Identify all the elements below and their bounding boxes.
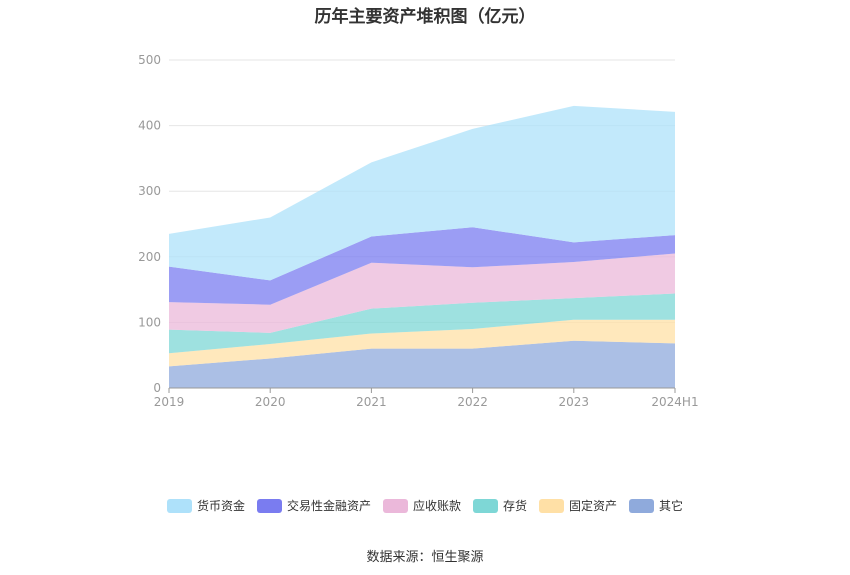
legend-item-5[interactable]: 其它 <box>629 497 683 514</box>
legend-label: 存货 <box>503 499 528 513</box>
legend-swatch <box>166 498 192 513</box>
y-tick-label-0: 0 <box>153 381 161 395</box>
legend-label: 交易性金融资产 <box>286 499 371 513</box>
y-tick-label-400: 400 <box>138 119 161 133</box>
legend-label: 其它 <box>659 499 684 513</box>
x-tick-label-2023: 2023 <box>559 395 590 409</box>
area-layer <box>169 105 675 388</box>
x-tick-label-2019: 2019 <box>154 395 185 409</box>
x-tick-label-2021: 2021 <box>356 395 387 409</box>
area-series-0 <box>169 340 675 388</box>
legend-swatch <box>473 498 498 513</box>
legend-item-0[interactable]: 货币资金 <box>166 497 245 514</box>
legend-swatch <box>539 498 565 513</box>
legend-swatch <box>382 498 408 513</box>
legend-label: 应收账款 <box>412 499 461 513</box>
legend-item-4[interactable]: 固定资产 <box>539 497 617 514</box>
chart-title: 历年主要资产堆积图（亿元） <box>314 7 536 27</box>
x-tick-label-2022: 2022 <box>457 395 488 409</box>
legend-item-1[interactable]: 交易性金融资产 <box>256 497 371 514</box>
x-tick-label-2024H1: 2024H1 <box>651 395 698 409</box>
y-tick-label-200: 200 <box>138 250 161 264</box>
chart-legend: 货币资金 交易性金融资产 应收账款 存货 固定资产 其它 <box>0 497 850 514</box>
data-source: 数据来源：恒生聚源 <box>366 550 484 565</box>
area-series-2 <box>169 293 675 354</box>
y-tick-label-100: 100 <box>138 315 161 329</box>
y-tick-label-500: 500 <box>138 53 161 67</box>
legend-item-3[interactable]: 存货 <box>473 497 527 514</box>
area-series-1 <box>169 319 675 367</box>
area-series-5 <box>169 105 675 281</box>
y-tick-label-300: 300 <box>138 184 161 198</box>
legend-item-2[interactable]: 应收账款 <box>382 497 461 514</box>
legend-label: 货币资金 <box>196 499 245 513</box>
legend-swatch <box>629 498 655 513</box>
legend-swatch <box>256 498 282 513</box>
axis-layer: 0 100 200 300 400 500 2019 2020 2021 2022 2023 2024… <box>138 53 699 409</box>
x-tick-label-2020: 2020 <box>255 395 286 409</box>
area-series-3 <box>169 253 675 333</box>
legend-label: 固定资产 <box>569 499 618 513</box>
area-series-4 <box>169 227 675 305</box>
